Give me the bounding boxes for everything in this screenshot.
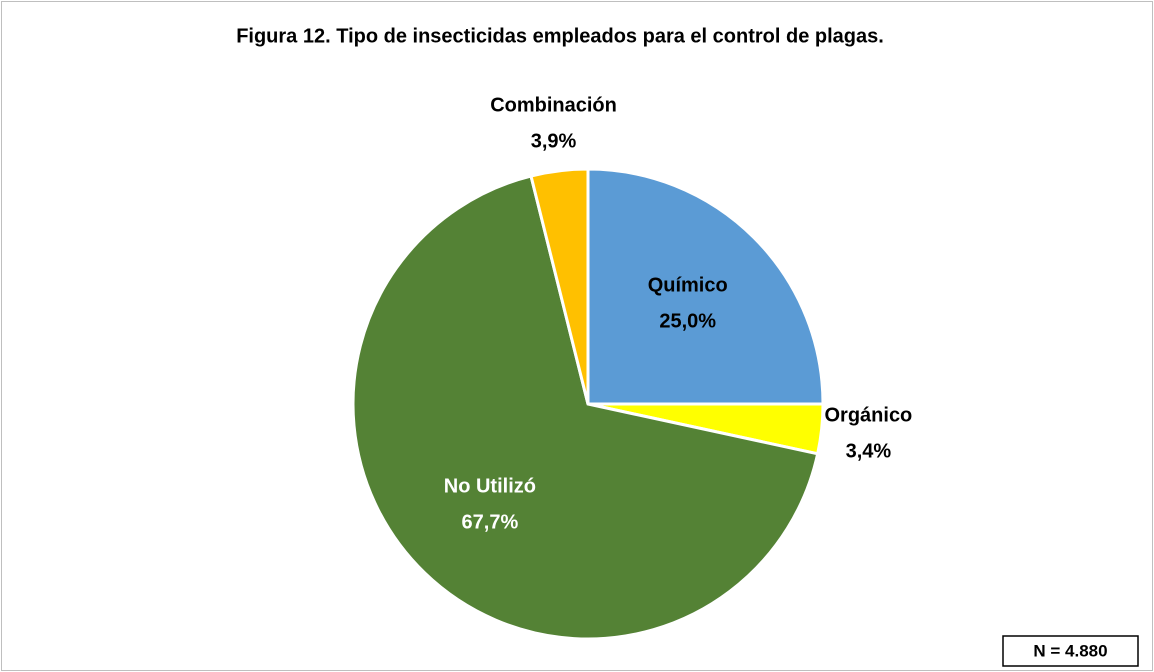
annotation: N = 4.880 <box>1033 641 1107 660</box>
pie-slice <box>351 174 820 641</box>
pie-slice <box>529 167 590 405</box>
pie-slice <box>586 167 825 406</box>
slice-value-label: 25,0% <box>659 311 716 333</box>
slice-value-label: 3,9% <box>531 130 577 152</box>
chart-title: Figura 12. Tipo de insecticidas empleado… <box>236 25 884 47</box>
slice-value-label: 67,7% <box>462 512 519 534</box>
slice-label: Orgánico <box>824 404 912 426</box>
slice-label: Combinación <box>490 94 617 116</box>
slice-label: No Utilizó <box>444 476 536 498</box>
slice-label: Químico <box>648 275 728 297</box>
annotation-box <box>1002 635 1139 667</box>
slice-value-label: 3,4% <box>846 440 892 462</box>
